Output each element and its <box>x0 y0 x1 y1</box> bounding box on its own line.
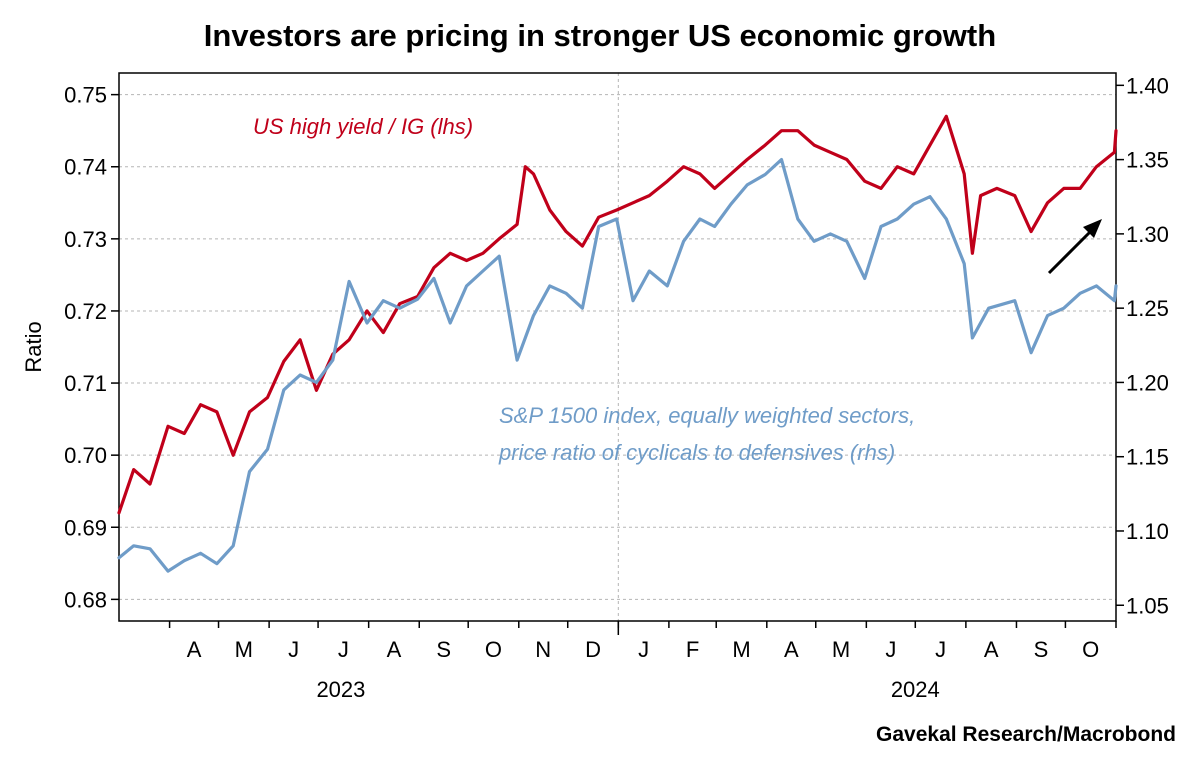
left-tick-label: 0.72 <box>64 299 107 324</box>
series-layer <box>117 114 1118 573</box>
x-month-label: N <box>535 637 551 662</box>
right-tick-label: 1.25 <box>1126 296 1169 321</box>
right-tick-label: 1.10 <box>1126 519 1169 544</box>
left-tick-label: 0.74 <box>64 155 107 180</box>
x-month-label: A <box>387 637 402 662</box>
right-tick-label: 1.35 <box>1126 148 1169 173</box>
x-month-label: F <box>686 637 699 662</box>
x-month-label: M <box>732 637 750 662</box>
x-year-label: 2024 <box>891 677 940 702</box>
x-month-label: A <box>187 637 202 662</box>
chart-title: Investors are pricing in stronger US eco… <box>204 18 996 53</box>
plot-frame <box>118 72 1117 622</box>
x-month-label: O <box>485 637 502 662</box>
x-month-label: J <box>338 637 349 662</box>
left-tick-label: 0.75 <box>64 83 107 108</box>
gridlines <box>119 73 1116 621</box>
x-year-label: 2023 <box>316 677 365 702</box>
y-axis-label: Ratio <box>21 321 46 372</box>
left-tick-label: 0.73 <box>64 227 107 252</box>
up-arrow-icon <box>1047 219 1102 275</box>
x-month-label: A <box>784 637 799 662</box>
blue-series-label-line2: price ratio of cyclicals to defensives (… <box>498 440 895 465</box>
series-line-cyclicals-defensives <box>117 158 1118 573</box>
x-month-label: A <box>984 637 999 662</box>
x-month-label: J <box>935 637 946 662</box>
right-tick-label: 1.15 <box>1126 445 1169 470</box>
series-line-hy-ig <box>117 114 1118 515</box>
blue-series-label-line1: S&P 1500 index, equally weighted sectors… <box>499 403 915 428</box>
x-month-label: M <box>832 637 850 662</box>
left-tick-label: 0.70 <box>64 443 107 468</box>
x-axis: A M J J A S O N D J F M A M J J A S O 2023 2024 <box>168 621 1117 702</box>
x-month-label: J <box>885 637 896 662</box>
x-month-label: S <box>1034 637 1049 662</box>
x-month-label: S <box>436 637 451 662</box>
source-credit: Gavekal Research/Macrobond <box>876 723 1176 746</box>
x-month-label: J <box>638 637 649 662</box>
left-tick-label: 0.69 <box>64 515 107 540</box>
right-tick-label: 1.05 <box>1126 593 1169 618</box>
x-month-label: D <box>585 637 601 662</box>
x-month-label: M <box>235 637 253 662</box>
x-month-label: J <box>288 637 299 662</box>
left-tick-label: 0.68 <box>64 587 107 612</box>
left-tick-label: 0.71 <box>64 371 107 396</box>
right-tick-label: 1.30 <box>1126 222 1169 247</box>
right-tick-label: 1.20 <box>1126 370 1169 395</box>
right-axis: 1.05 1.10 1.15 1.20 1.25 1.30 1.35 1.40 <box>1116 73 1169 618</box>
right-tick-label: 1.40 <box>1126 73 1169 98</box>
left-axis: 0.68 0.69 0.70 0.71 0.72 0.73 0.74 0.75 <box>64 83 119 612</box>
x-month-label: O <box>1082 637 1099 662</box>
red-series-label: US high yield / IG (lhs) <box>253 114 473 139</box>
